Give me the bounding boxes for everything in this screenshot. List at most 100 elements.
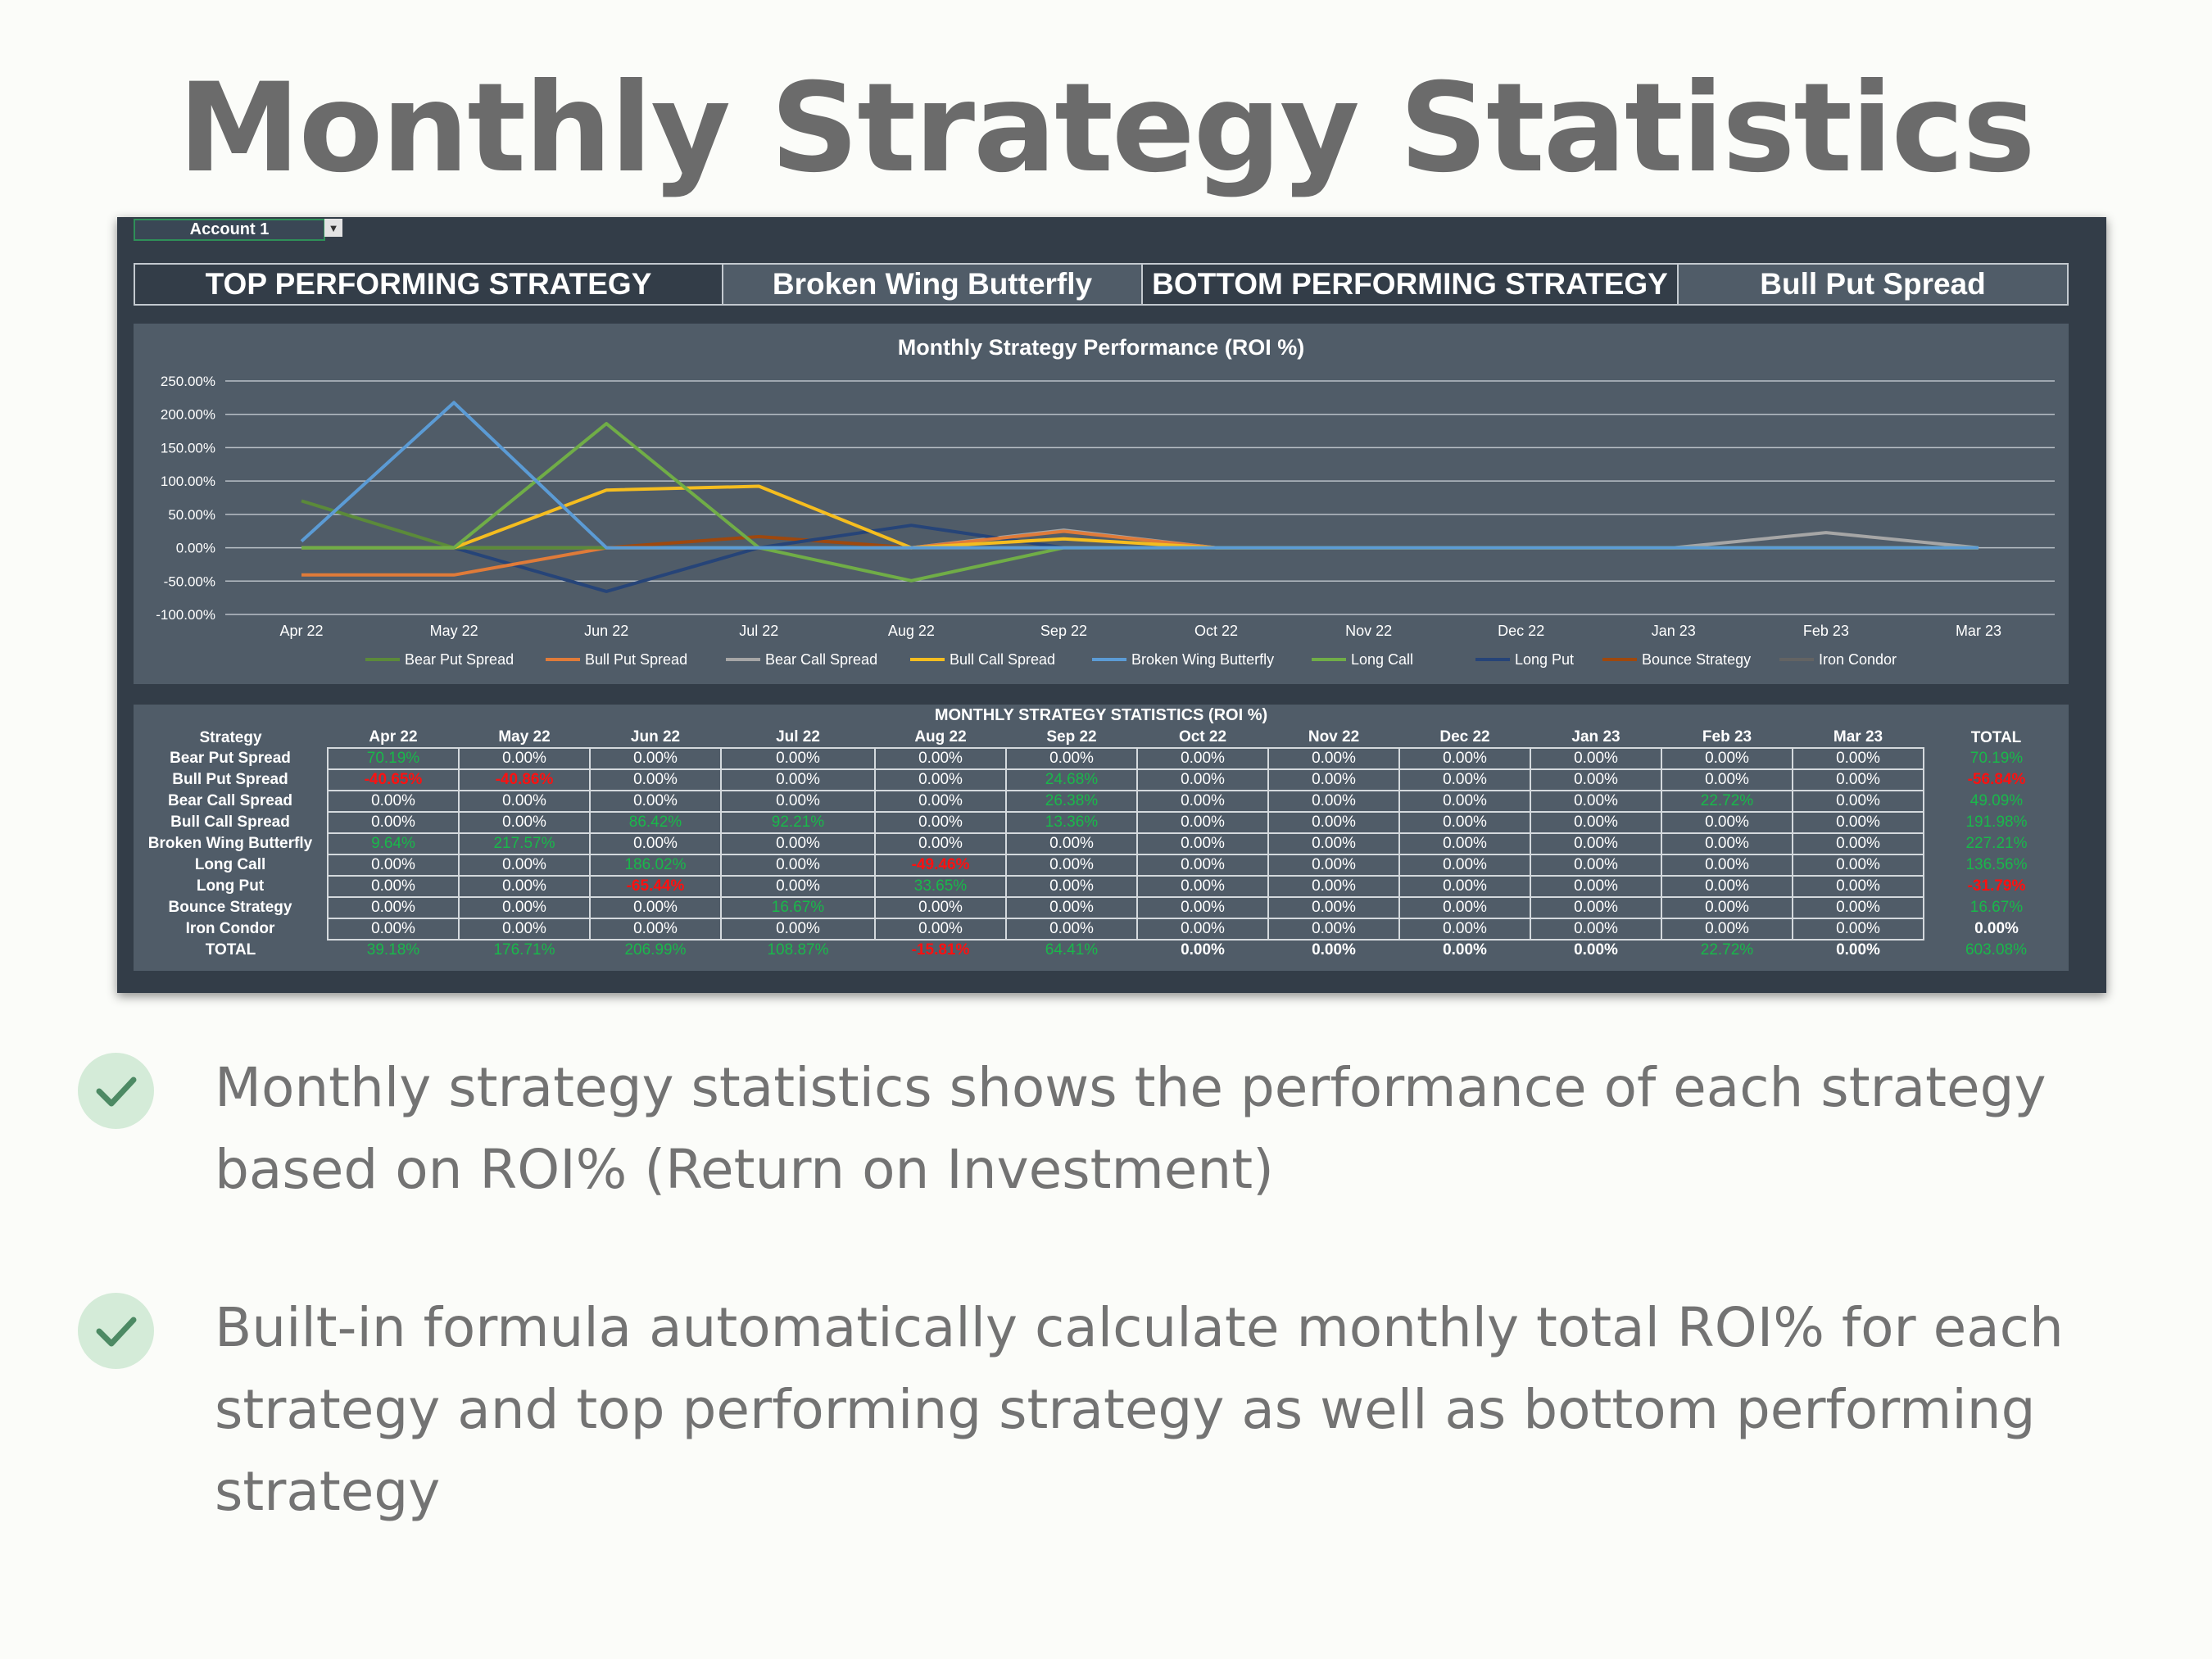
- roi-cell[interactable]: 0.00%: [1136, 896, 1269, 919]
- roi-cell[interactable]: 0.00%: [1398, 832, 1531, 855]
- roi-cell[interactable]: 0.00%: [1181, 941, 1225, 959]
- roi-cell[interactable]: 0.00%: [1005, 896, 1138, 919]
- roi-cell[interactable]: 0.00%: [589, 918, 722, 941]
- roi-cell[interactable]: 0.00%: [1267, 832, 1400, 855]
- total-cell[interactable]: 0.00%: [1974, 920, 2019, 937]
- roi-cell[interactable]: 22.72%: [1661, 790, 1793, 813]
- total-cell[interactable]: 191.98%: [1965, 814, 2028, 831]
- roi-cell[interactable]: 0.00%: [1005, 875, 1138, 898]
- roi-cell[interactable]: 0.00%: [458, 747, 591, 770]
- roi-cell[interactable]: 0.00%: [874, 747, 1007, 770]
- roi-cell[interactable]: 0.00%: [1530, 875, 1662, 898]
- roi-cell[interactable]: 0.00%: [1267, 790, 1400, 813]
- roi-cell[interactable]: 86.42%: [589, 811, 722, 834]
- roi-cell[interactable]: 0.00%: [1398, 790, 1531, 813]
- roi-cell[interactable]: 0.00%: [720, 918, 876, 941]
- roi-cell[interactable]: 0.00%: [1836, 941, 1880, 959]
- roi-cell[interactable]: 0.00%: [1661, 832, 1793, 855]
- roi-cell[interactable]: 0.00%: [1792, 768, 1924, 791]
- roi-cell[interactable]: 0.00%: [1136, 790, 1269, 813]
- roi-cell[interactable]: 0.00%: [1530, 747, 1662, 770]
- roi-cell[interactable]: 0.00%: [458, 811, 591, 834]
- roi-cell[interactable]: 0.00%: [1661, 854, 1793, 877]
- roi-cell[interactable]: 0.00%: [1530, 918, 1662, 941]
- total-cell[interactable]: 227.21%: [1965, 835, 2028, 852]
- roi-cell[interactable]: 0.00%: [874, 768, 1007, 791]
- roi-cell[interactable]: 0.00%: [1792, 854, 1924, 877]
- total-cell[interactable]: 603.08%: [1965, 941, 2027, 959]
- roi-cell[interactable]: 186.02%: [589, 854, 722, 877]
- roi-cell[interactable]: 26.38%: [1005, 790, 1138, 813]
- roi-cell[interactable]: 0.00%: [1792, 832, 1924, 855]
- roi-cell[interactable]: 0.00%: [1136, 832, 1269, 855]
- roi-cell[interactable]: 206.99%: [624, 941, 687, 959]
- roi-cell[interactable]: 0.00%: [720, 790, 876, 813]
- roi-cell[interactable]: 0.00%: [720, 875, 876, 898]
- roi-cell[interactable]: 0.00%: [1398, 896, 1531, 919]
- roi-cell[interactable]: 0.00%: [1267, 875, 1400, 898]
- roi-cell[interactable]: 0.00%: [1398, 747, 1531, 770]
- roi-cell[interactable]: 9.64%: [327, 832, 460, 855]
- roi-cell[interactable]: 0.00%: [1136, 918, 1269, 941]
- roi-cell[interactable]: 0.00%: [1443, 941, 1487, 959]
- roi-cell[interactable]: 33.65%: [874, 875, 1007, 898]
- total-cell[interactable]: -31.79%: [1967, 877, 2026, 895]
- roi-cell[interactable]: 0.00%: [1530, 811, 1662, 834]
- roi-cell[interactable]: 0.00%: [1661, 768, 1793, 791]
- roi-cell[interactable]: 0.00%: [458, 875, 591, 898]
- roi-cell[interactable]: 0.00%: [720, 768, 876, 791]
- roi-cell[interactable]: 92.21%: [720, 811, 876, 834]
- roi-cell[interactable]: 0.00%: [1312, 941, 1356, 959]
- roi-cell[interactable]: 0.00%: [1136, 747, 1269, 770]
- roi-cell[interactable]: 0.00%: [589, 896, 722, 919]
- roi-cell[interactable]: -49.46%: [874, 854, 1007, 877]
- total-cell[interactable]: -56.84%: [1967, 771, 2026, 788]
- total-cell[interactable]: 49.09%: [1969, 792, 2024, 809]
- roi-cell[interactable]: 0.00%: [1267, 811, 1400, 834]
- roi-cell[interactable]: 0.00%: [1792, 790, 1924, 813]
- roi-cell[interactable]: 0.00%: [1792, 875, 1924, 898]
- roi-cell[interactable]: 0.00%: [327, 854, 460, 877]
- roi-cell[interactable]: 0.00%: [874, 896, 1007, 919]
- roi-cell[interactable]: 0.00%: [589, 747, 722, 770]
- roi-cell[interactable]: 13.36%: [1005, 811, 1138, 834]
- roi-cell[interactable]: 0.00%: [1661, 747, 1793, 770]
- roi-cell[interactable]: 0.00%: [327, 896, 460, 919]
- roi-cell[interactable]: 0.00%: [327, 790, 460, 813]
- roi-cell[interactable]: 0.00%: [1267, 918, 1400, 941]
- roi-cell[interactable]: 0.00%: [1267, 896, 1400, 919]
- roi-cell[interactable]: 0.00%: [1136, 875, 1269, 898]
- roi-cell[interactable]: 0.00%: [458, 854, 591, 877]
- roi-cell[interactable]: 0.00%: [327, 875, 460, 898]
- roi-cell[interactable]: 0.00%: [720, 747, 876, 770]
- roi-cell[interactable]: 176.71%: [493, 941, 555, 959]
- roi-cell[interactable]: 0.00%: [1398, 768, 1531, 791]
- roi-cell[interactable]: 0.00%: [1136, 854, 1269, 877]
- roi-cell[interactable]: 0.00%: [874, 832, 1007, 855]
- roi-cell[interactable]: 0.00%: [1792, 747, 1924, 770]
- roi-cell[interactable]: 0.00%: [1792, 918, 1924, 941]
- roi-cell[interactable]: -40.65%: [327, 768, 460, 791]
- roi-cell[interactable]: 0.00%: [1267, 747, 1400, 770]
- roi-cell[interactable]: 0.00%: [1530, 854, 1662, 877]
- roi-cell[interactable]: 0.00%: [458, 918, 591, 941]
- roi-cell[interactable]: 0.00%: [1136, 768, 1269, 791]
- roi-cell[interactable]: 0.00%: [1530, 768, 1662, 791]
- roi-cell[interactable]: 0.00%: [458, 790, 591, 813]
- roi-cell[interactable]: 0.00%: [1136, 811, 1269, 834]
- roi-cell[interactable]: 0.00%: [1661, 896, 1793, 919]
- roi-cell[interactable]: 64.41%: [1045, 941, 1099, 959]
- roi-cell[interactable]: 0.00%: [1005, 832, 1138, 855]
- roi-cell[interactable]: 0.00%: [1398, 811, 1531, 834]
- roi-cell[interactable]: -40.86%: [458, 768, 591, 791]
- roi-cell[interactable]: -65.44%: [589, 875, 722, 898]
- roi-cell[interactable]: 0.00%: [874, 811, 1007, 834]
- roi-cell[interactable]: 0.00%: [1267, 854, 1400, 877]
- roi-cell[interactable]: 24.68%: [1005, 768, 1138, 791]
- roi-cell[interactable]: 0.00%: [1792, 896, 1924, 919]
- roi-cell[interactable]: 0.00%: [1005, 918, 1138, 941]
- roi-cell[interactable]: 0.00%: [589, 790, 722, 813]
- total-cell[interactable]: 70.19%: [1969, 750, 2024, 767]
- roi-cell[interactable]: 0.00%: [1530, 896, 1662, 919]
- roi-cell[interactable]: 0.00%: [1398, 875, 1531, 898]
